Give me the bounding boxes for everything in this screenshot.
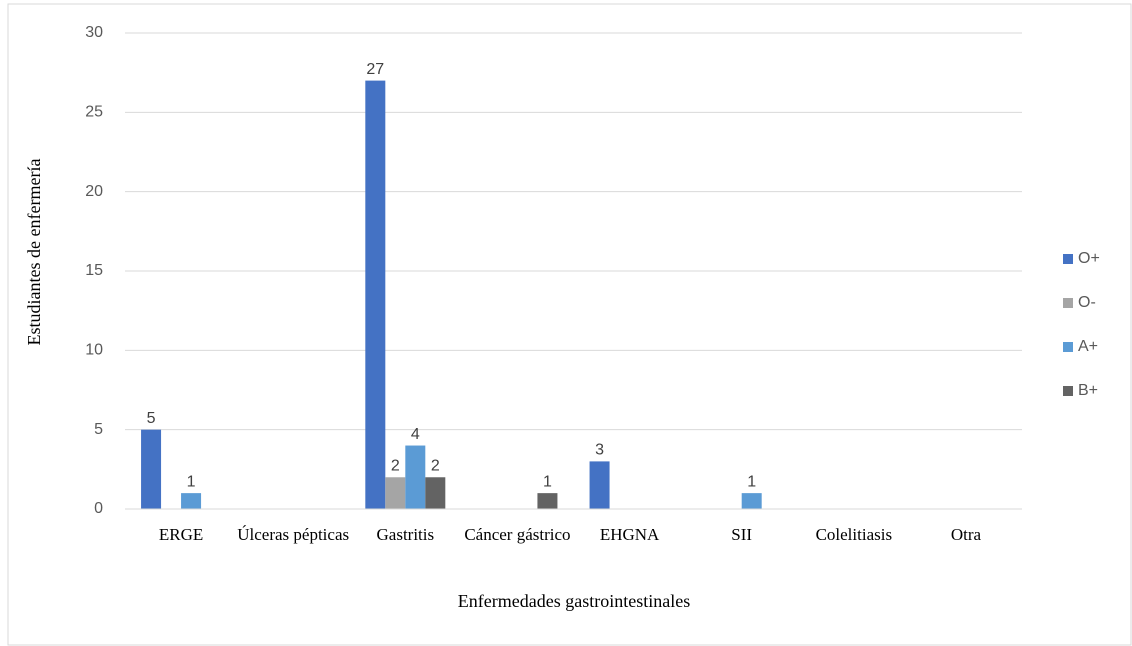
bar — [589, 461, 610, 509]
data-label: 2 — [391, 457, 400, 474]
data-label: 4 — [411, 426, 420, 443]
bar — [537, 493, 558, 509]
bar — [425, 477, 446, 509]
x-axis-label: Enfermedades gastrointestinales — [458, 591, 690, 611]
x-tick-label: Úlceras pépticas — [237, 525, 350, 544]
legend-label: O+ — [1078, 250, 1100, 267]
bar — [405, 445, 426, 509]
bar — [741, 493, 762, 509]
x-tick-label-box: Gastritis — [376, 525, 435, 544]
y-tick-label: 20 — [85, 183, 103, 200]
x-tick-label: Gastritis — [376, 525, 435, 544]
x-tick-label-box: Úlceras pépticas — [237, 525, 350, 544]
y-tick-label: 5 — [94, 421, 103, 438]
legend-swatch — [1063, 298, 1073, 308]
data-label: 1 — [543, 473, 552, 490]
x-tick-label: Colelitiasis — [815, 525, 893, 544]
bar — [385, 477, 406, 509]
y-tick-label: 0 — [94, 500, 103, 517]
bar — [181, 493, 202, 509]
data-label: 1 — [747, 473, 756, 490]
x-tick-label: EHGNA — [599, 525, 660, 544]
x-tick-label-box: SII — [731, 525, 753, 544]
y-tick-label: 15 — [85, 262, 103, 279]
x-tick-label-box: EHGNA — [599, 525, 660, 544]
legend-swatch — [1063, 386, 1073, 396]
bar — [365, 80, 386, 509]
y-tick-label: 25 — [85, 104, 103, 121]
x-tick-label-box: Otra — [950, 525, 982, 544]
x-tick-label-box: Colelitiasis — [815, 525, 893, 544]
y-tick-label: 10 — [85, 342, 103, 359]
legend-swatch — [1063, 342, 1073, 352]
legend-label: A+ — [1078, 338, 1098, 355]
bar — [141, 429, 162, 509]
x-tick-label: ERGE — [158, 525, 204, 544]
x-tick-label: Otra — [950, 525, 982, 544]
x-tick-label-box: ERGE — [158, 525, 204, 544]
y-tick-label: 30 — [85, 24, 103, 41]
x-tick-label: Cáncer gástrico — [464, 525, 571, 544]
data-label: 27 — [366, 61, 384, 78]
data-label: 5 — [147, 410, 156, 427]
data-label: 3 — [595, 442, 604, 459]
chart-border — [7, 3, 1132, 646]
legend-swatch — [1063, 254, 1073, 264]
x-tick-label-box: Cáncer gástrico — [464, 525, 571, 544]
data-label: 2 — [431, 457, 440, 474]
legend-label: B+ — [1078, 382, 1098, 399]
data-label: 1 — [187, 473, 196, 490]
legend-label: O- — [1078, 294, 1096, 311]
x-tick-label: SII — [731, 525, 753, 544]
y-axis-label: Estudiantes de enfermería — [24, 159, 44, 346]
